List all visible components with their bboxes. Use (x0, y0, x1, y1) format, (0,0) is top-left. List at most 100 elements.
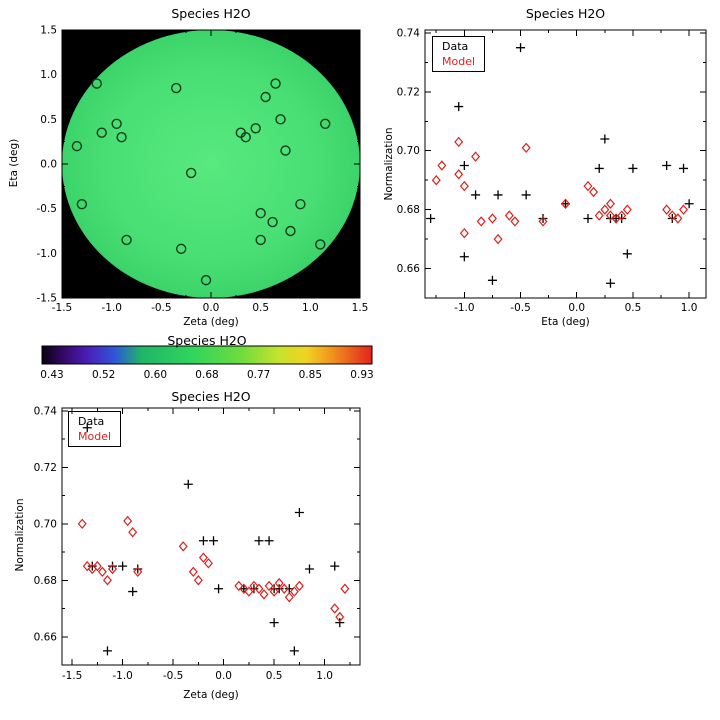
diamond-marker (133, 566, 143, 578)
plus-marker (209, 536, 219, 546)
diamond-marker (594, 210, 604, 221)
plus-marker (459, 252, 469, 262)
tick-labels: -1.5 -1.0 -0.5 0.0 0.5 1.0 0.66 0.68 0.70 0.72 0.7… (34, 405, 333, 682)
plot-border (61, 407, 361, 666)
map-source-circle (260, 91, 271, 103)
tick-label: 0.72 (34, 462, 57, 474)
tick-label: 0.74 (397, 27, 421, 39)
tick-label: -1.0 (101, 302, 122, 314)
map-source-circle (295, 198, 306, 210)
plus-marker (183, 479, 193, 489)
map-source-circle (116, 131, 127, 143)
diamond-marker (198, 552, 208, 563)
map-xlabel: Zeta (deg) (183, 316, 239, 328)
tick-label: 0.5 (625, 302, 642, 314)
diamond-marker (264, 580, 274, 592)
plot-border (61, 29, 361, 299)
model-series (77, 515, 350, 623)
data-series (426, 43, 694, 288)
colorbar-title: Species H2O (167, 333, 247, 348)
tick-label: -1.0 (37, 248, 58, 260)
diamond-marker (471, 151, 481, 162)
data-series (82, 423, 345, 656)
diamond-marker (679, 204, 689, 215)
plus-marker (521, 190, 531, 200)
tick-label: 0.70 (397, 145, 420, 157)
map-ylabel: Eta (deg) (8, 138, 20, 188)
plus-marker (605, 278, 615, 288)
tick-label: -0.5 (151, 302, 172, 314)
map-source-circle (111, 118, 122, 130)
eta-ylabel: Normalization (383, 127, 395, 201)
plus-marker (487, 275, 497, 285)
map-source-circle (71, 140, 83, 152)
tick-label: 1.0 (302, 302, 319, 314)
diamond-marker (102, 575, 112, 586)
eta-title: Species H2O (525, 6, 606, 21)
tick-label: 0.52 (92, 369, 115, 381)
diamond-marker (605, 198, 615, 209)
plus-marker (471, 190, 481, 200)
legend-item-model: Model (442, 55, 476, 68)
plus-marker (294, 507, 304, 517)
tick-label: -1.0 (454, 302, 475, 314)
diamond-marker (234, 580, 244, 592)
plus-marker (304, 564, 314, 574)
map-title: Species H2O (171, 6, 251, 21)
tick-label: 0.66 (34, 631, 58, 643)
diamond-marker (188, 566, 198, 578)
map-source-circle (275, 114, 286, 125)
tick-label: 1.0 (681, 302, 698, 314)
map-source-circle (96, 127, 107, 138)
axes-frame (424, 29, 707, 299)
tick-label: 0.0 (203, 302, 220, 314)
plus-marker (594, 163, 604, 173)
tick-label: 0.43 (40, 369, 63, 381)
tick-label: 0.0 (568, 302, 585, 314)
tick-label: -1.5 (52, 302, 73, 314)
zeta-legend: Data Model (68, 411, 122, 447)
map-source-circle (121, 234, 132, 246)
eta-legend: Data Model (432, 36, 486, 72)
diamond-marker (459, 227, 469, 239)
colorbar-labels: 0.43 0.52 0.60 0.68 0.77 0.85 0.93 (40, 369, 373, 381)
diamond-marker (662, 204, 672, 215)
diamond-marker (622, 204, 632, 215)
diamond-marker (97, 566, 107, 578)
map-source-circle (267, 216, 278, 228)
map-source-circle (185, 167, 197, 179)
diamond-marker (244, 586, 254, 597)
legend-item-data: Data (78, 415, 105, 428)
tick-label: 1.0 (316, 670, 333, 682)
diamond-marker (605, 210, 615, 221)
zeta-plot: -1.5 -1.0 -0.5 0.0 0.5 1.0 0.66 0.68 0.70 0.72 0.7… (34, 405, 361, 682)
map-source-circle (285, 225, 296, 237)
tick-label: -1.5 (62, 670, 83, 682)
plus-marker (516, 43, 526, 53)
diamond-marker (123, 515, 133, 527)
tick-label: 1.0 (40, 69, 57, 81)
diamond-marker (128, 527, 138, 538)
map-disk (62, 30, 360, 298)
plus-marker (667, 213, 677, 223)
diamond-marker (108, 563, 117, 575)
diamond-marker (294, 580, 304, 592)
plus-marker (82, 423, 92, 433)
plus-marker (198, 536, 208, 546)
zeta-ylabel: Normalization (14, 498, 26, 572)
tick-label: -0.5 (510, 302, 531, 314)
map-source-circle (76, 198, 88, 210)
plus-marker (426, 213, 436, 223)
plus-marker (454, 102, 464, 112)
diamond-marker (454, 169, 464, 180)
tick-label: 0.0 (40, 159, 57, 171)
map-source-circle (315, 239, 326, 250)
plus-marker (128, 587, 138, 597)
diamond-marker (284, 592, 294, 603)
legend-item-model: Model (78, 430, 112, 443)
tick-labels: -1.0 -0.5 0.0 0.5 1.0 0.66 0.68 0.70 0.72 0.74 (397, 27, 698, 314)
plus-marker (622, 249, 632, 259)
plus-marker (108, 561, 118, 571)
diamond-marker (589, 186, 599, 198)
